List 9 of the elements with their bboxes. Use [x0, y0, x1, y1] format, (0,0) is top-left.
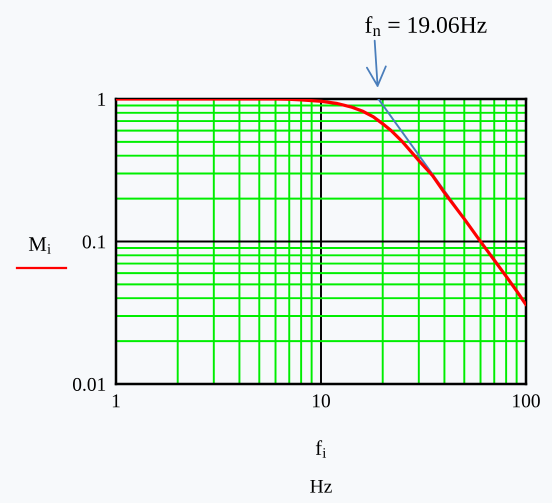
text: f$_{i}$ Hz [310, 440, 332, 493]
x-tick-label: 1 [112, 394, 120, 408]
y-tick-label: 0.1 [82, 235, 106, 249]
y-tick-label: 0.01 [72, 378, 106, 392]
y-axis-title: M$_{i}$ [28, 237, 51, 254]
annotation: f$_{n}$ = 19.06Hz [365, 16, 487, 36]
x-tick-label: 10 [312, 394, 330, 408]
y-tick-label: 1 [98, 92, 106, 106]
x-tick-label: 100 [513, 394, 540, 408]
